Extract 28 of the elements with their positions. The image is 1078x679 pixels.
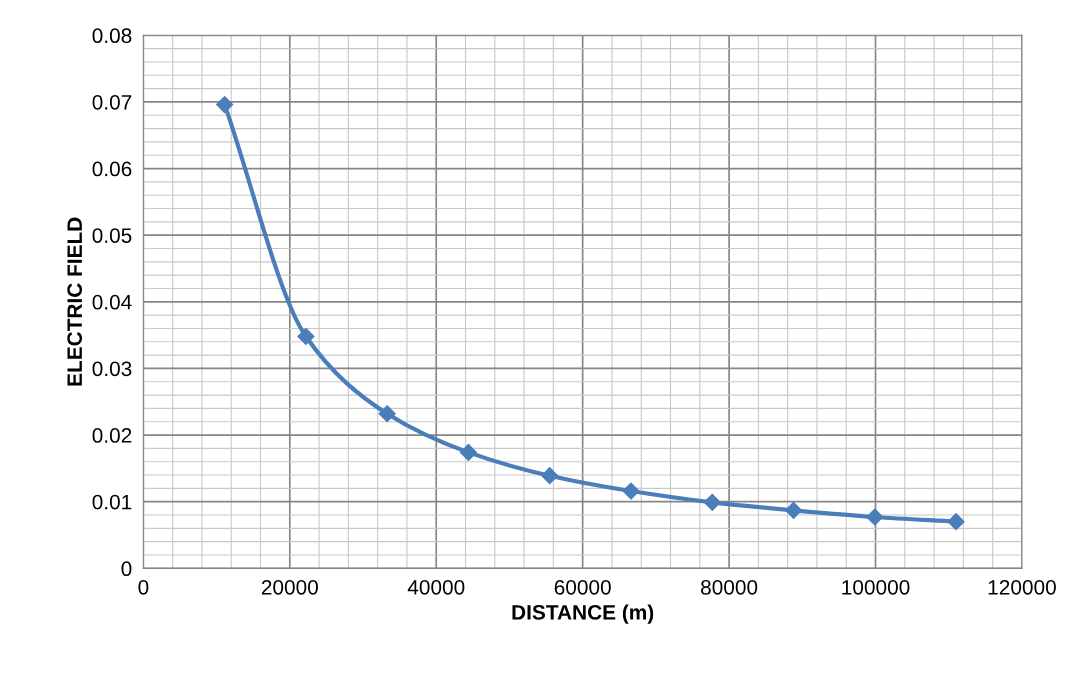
point xyxy=(297,327,315,346)
y-tick-label: 0.05 xyxy=(92,228,132,243)
x-tick-label: 100000 xyxy=(842,579,910,595)
y-tick-label: 0.07 xyxy=(92,94,132,110)
x-tick-label: 120000 xyxy=(988,579,1056,595)
point xyxy=(947,513,965,531)
y-tick-label: 0.03 xyxy=(92,361,132,377)
point xyxy=(459,443,477,461)
y-axis-title: ELECTRIC FIELD xyxy=(67,217,83,386)
y-tick-label: 0 xyxy=(121,561,132,577)
x-tick-label: 20000 xyxy=(261,579,318,595)
point xyxy=(703,493,721,511)
x-tick-label: 60000 xyxy=(554,579,611,595)
y-tick-label: 0.06 xyxy=(92,161,132,177)
point xyxy=(378,405,396,423)
x-tick-label: 80000 xyxy=(701,579,758,595)
point xyxy=(784,501,803,519)
x-tick-label: 40000 xyxy=(407,579,465,595)
x-axis-title: DISTANCE (m) xyxy=(512,604,654,624)
point xyxy=(216,96,234,114)
y-tick-label: 0.02 xyxy=(92,428,132,443)
x-tick-label: 0 xyxy=(138,579,149,595)
point xyxy=(866,508,884,526)
y-tick-label: 0.01 xyxy=(92,494,132,510)
point xyxy=(541,467,559,485)
y-tick-label: 0.08 xyxy=(92,28,132,44)
y-tick-label: 0.04 xyxy=(92,294,132,310)
point xyxy=(622,482,640,500)
